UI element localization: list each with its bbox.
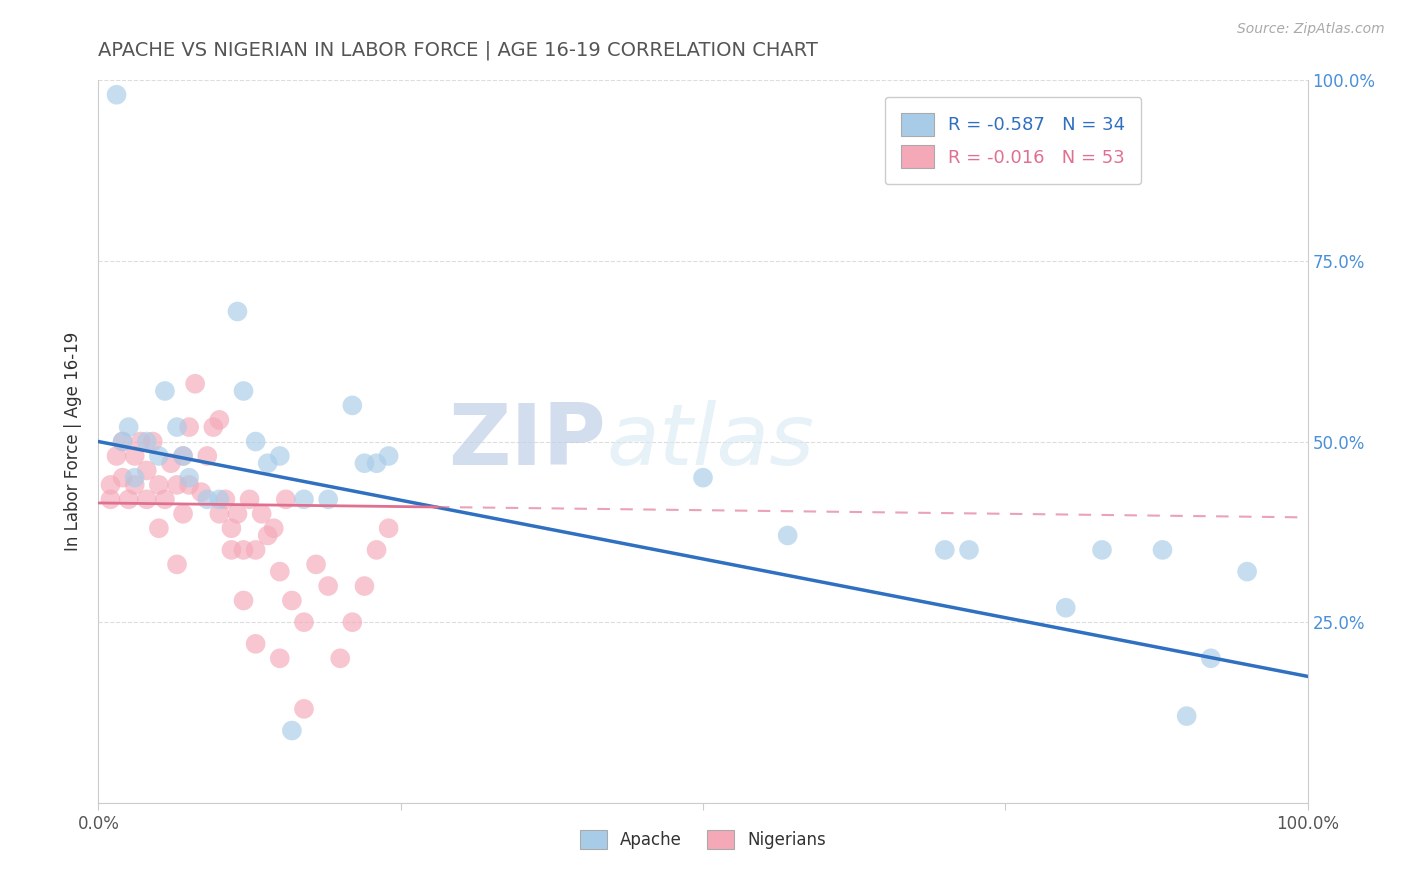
Point xyxy=(208,507,231,521)
Point xyxy=(172,449,194,463)
Point xyxy=(353,456,375,470)
Point xyxy=(118,420,141,434)
Point xyxy=(1054,600,1077,615)
Point xyxy=(1091,542,1114,557)
Point xyxy=(153,384,176,398)
Point xyxy=(957,542,980,557)
Point xyxy=(239,492,262,507)
Point xyxy=(184,376,207,391)
Point xyxy=(281,593,304,607)
Point xyxy=(292,492,315,507)
Text: Source: ZipAtlas.com: Source: ZipAtlas.com xyxy=(1237,22,1385,37)
Point xyxy=(179,470,201,484)
Point xyxy=(124,478,146,492)
Point xyxy=(148,449,170,463)
Point xyxy=(305,558,328,572)
Point xyxy=(269,565,291,579)
Point xyxy=(214,492,236,507)
Point xyxy=(166,558,188,572)
Point xyxy=(232,593,254,607)
Point xyxy=(292,702,315,716)
Point xyxy=(256,456,278,470)
Point xyxy=(129,434,152,449)
Point xyxy=(148,521,170,535)
Point xyxy=(263,521,285,535)
Point xyxy=(202,420,225,434)
Point xyxy=(111,434,134,449)
Point xyxy=(195,492,218,507)
Point xyxy=(124,449,146,463)
Point xyxy=(274,492,297,507)
Point xyxy=(934,542,956,557)
Point xyxy=(1236,565,1258,579)
Point xyxy=(232,384,254,398)
Point xyxy=(221,521,243,535)
Point xyxy=(226,507,249,521)
Point xyxy=(160,456,183,470)
Point xyxy=(1175,709,1198,723)
Point xyxy=(118,492,141,507)
Point xyxy=(153,492,176,507)
Point xyxy=(269,651,291,665)
Point xyxy=(100,478,122,492)
Point xyxy=(1199,651,1222,665)
Point xyxy=(245,434,267,449)
Point xyxy=(166,420,188,434)
Point xyxy=(232,542,254,557)
Point xyxy=(179,478,201,492)
Point xyxy=(776,528,799,542)
Point xyxy=(292,615,315,630)
Point xyxy=(124,470,146,484)
Text: ZIP: ZIP xyxy=(449,400,606,483)
Point xyxy=(172,449,194,463)
Point xyxy=(1152,542,1174,557)
Point xyxy=(329,651,352,665)
Point xyxy=(179,420,201,434)
Point xyxy=(692,470,714,484)
Point xyxy=(100,492,122,507)
Point xyxy=(142,434,165,449)
Point xyxy=(111,434,134,449)
Point xyxy=(245,542,267,557)
Point xyxy=(245,637,267,651)
Point xyxy=(172,507,194,521)
Point xyxy=(377,449,399,463)
Point xyxy=(256,528,278,542)
Point xyxy=(195,449,218,463)
Point xyxy=(342,398,364,412)
Point xyxy=(208,492,231,507)
Point xyxy=(190,485,212,500)
Point xyxy=(353,579,375,593)
Point xyxy=(342,615,364,630)
Point xyxy=(135,434,157,449)
Point xyxy=(135,463,157,477)
Point xyxy=(316,579,339,593)
Point xyxy=(111,470,134,484)
Point xyxy=(377,521,399,535)
Point xyxy=(105,87,128,102)
Text: atlas: atlas xyxy=(606,400,814,483)
Point xyxy=(250,507,273,521)
Point xyxy=(221,542,243,557)
Y-axis label: In Labor Force | Age 16-19: In Labor Force | Age 16-19 xyxy=(65,332,83,551)
Point xyxy=(208,413,231,427)
Legend: Apache, Nigerians: Apache, Nigerians xyxy=(574,823,832,856)
Point xyxy=(366,456,388,470)
Point xyxy=(281,723,304,738)
Point xyxy=(269,449,291,463)
Point xyxy=(316,492,339,507)
Point xyxy=(148,478,170,492)
Point xyxy=(226,304,249,318)
Point xyxy=(105,449,128,463)
Point xyxy=(166,478,188,492)
Point xyxy=(135,492,157,507)
Text: APACHE VS NIGERIAN IN LABOR FORCE | AGE 16-19 CORRELATION CHART: APACHE VS NIGERIAN IN LABOR FORCE | AGE … xyxy=(98,40,818,60)
Point xyxy=(366,542,388,557)
